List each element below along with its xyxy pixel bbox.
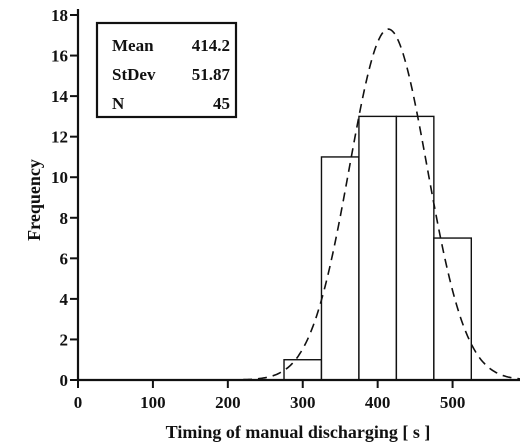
tick-labels: 0 2 4 6 8 10 12 14 16 18 0 100 200 300 400 500	[51, 6, 465, 412]
stats-n-label: N	[112, 94, 125, 113]
histogram-bar-5	[433, 237, 473, 381]
tick-marks	[70, 14, 454, 388]
stats-mean-value: 414.2	[192, 36, 230, 55]
y-tick-label-10: 10	[51, 168, 68, 187]
y-tick-label-18: 18	[51, 6, 68, 25]
x-tick-label-0: 0	[74, 393, 83, 412]
x-tick-label-200: 200	[215, 393, 241, 412]
x-tick-label-100: 100	[140, 393, 166, 412]
histogram-bar-4	[395, 115, 435, 381]
plot-area	[78, 28, 520, 381]
y-tick-label-0: 0	[60, 371, 69, 390]
x-tick-label-400: 400	[365, 393, 391, 412]
histogram-bar-3	[358, 115, 398, 381]
x-tick-label-300: 300	[290, 393, 316, 412]
stats-stdev-value: 51.87	[192, 65, 231, 84]
histogram-bar-2	[320, 156, 360, 381]
stats-box-frame	[95, 21, 238, 119]
y-tick-label-4: 4	[60, 290, 69, 309]
x-axis-title: Timing of manual discharging [ s ]	[166, 422, 431, 442]
y-tick-label-8: 8	[60, 209, 69, 228]
y-tick-label-16: 16	[51, 47, 68, 66]
x-tick-label-500: 500	[440, 393, 466, 412]
stats-n-value: 45	[213, 94, 230, 113]
y-tick-label-12: 12	[51, 128, 68, 147]
y-tick-label-2: 2	[60, 330, 69, 349]
normal-fit-curve	[78, 28, 520, 381]
stats-box: Mean 414.2 StDev 51.87 N 45	[95, 21, 238, 119]
y-tick-label-6: 6	[60, 249, 69, 268]
y-tick-label-14: 14	[51, 87, 69, 106]
y-axis-title: Frequency	[24, 159, 44, 241]
stats-stdev-label: StDev	[112, 65, 156, 84]
stats-mean-label: Mean	[112, 36, 154, 55]
axes	[76, 9, 520, 382]
histogram-bar-1	[283, 359, 323, 381]
